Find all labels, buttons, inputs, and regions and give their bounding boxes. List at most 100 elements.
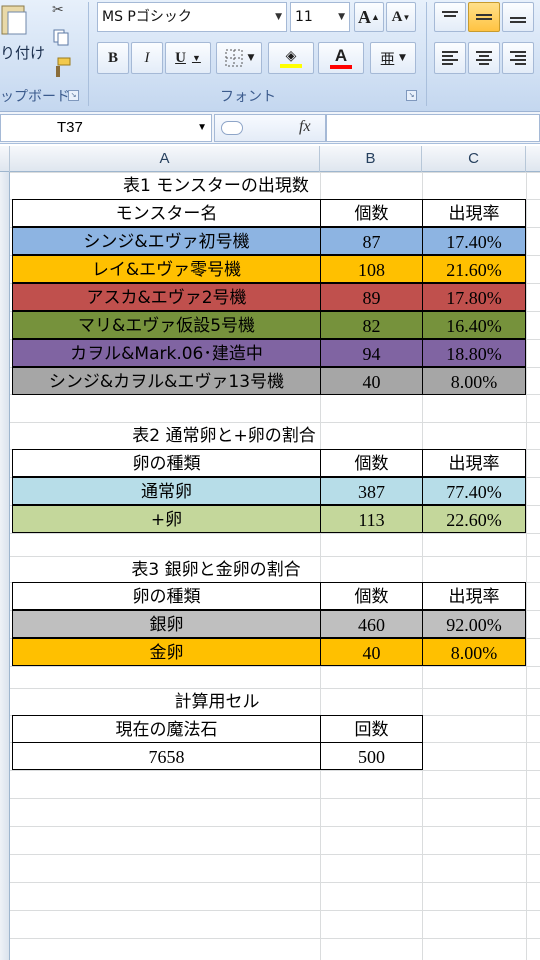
- paste-label[interactable]: り付け: [0, 44, 46, 62]
- align-center-icon: [476, 51, 492, 65]
- align-left-button[interactable]: [434, 42, 466, 74]
- align-center-button[interactable]: [468, 42, 500, 74]
- table1-cell-count[interactable]: 89: [320, 283, 423, 311]
- column-header-b[interactable]: B: [320, 146, 422, 172]
- phonetic-button[interactable]: 亜 ▼: [370, 42, 416, 74]
- table1-cell-count[interactable]: 40: [320, 367, 423, 395]
- row-headers[interactable]: [0, 172, 10, 960]
- expand-handle[interactable]: [221, 121, 243, 135]
- calc-header-times[interactable]: 回数: [320, 715, 423, 743]
- calc-title[interactable]: 計算用セル: [174, 692, 260, 712]
- clipboard-launcher-icon[interactable]: ↘: [68, 90, 79, 101]
- align-top-icon: [442, 11, 458, 17]
- font-name-value: MS Pゴシック: [102, 9, 192, 25]
- font-size-value: 11: [295, 9, 313, 25]
- insert-function-icon[interactable]: fx: [299, 118, 311, 135]
- table2-header-type[interactable]: 卵の種類: [12, 449, 321, 477]
- table1-cell-name[interactable]: アスカ&エヴァ2号機: [12, 283, 321, 311]
- gridline: [10, 910, 540, 911]
- font-launcher-icon[interactable]: ↘: [406, 90, 417, 101]
- table3-header-type[interactable]: 卵の種類: [12, 582, 321, 610]
- chevron-down-icon[interactable]: ▼: [275, 12, 282, 22]
- ribbon-divider: [88, 2, 89, 106]
- table3-header-count[interactable]: 個数: [320, 582, 423, 610]
- table1-cell-rate[interactable]: 18.80%: [422, 339, 526, 367]
- table2-title[interactable]: 表2 通常卵と+卵の割合: [132, 426, 316, 446]
- table3-header-rate[interactable]: 出現率: [422, 582, 526, 610]
- table2-cell-name[interactable]: 通常卵: [12, 477, 321, 505]
- font-name-combo[interactable]: MS Pゴシック ▼: [97, 2, 287, 32]
- column-header-a[interactable]: A: [10, 146, 320, 172]
- formula-input[interactable]: [326, 114, 540, 142]
- table3-cell-name[interactable]: 銀卵: [12, 610, 321, 638]
- copy-icon[interactable]: [52, 28, 70, 46]
- border-button[interactable]: ▼: [216, 42, 262, 74]
- column-header-c[interactable]: C: [422, 146, 526, 172]
- table1-header-rate[interactable]: 出現率: [422, 199, 526, 227]
- chevron-down-icon[interactable]: ▼: [338, 12, 345, 22]
- table2-cell-count[interactable]: 387: [320, 477, 423, 505]
- name-box[interactable]: T37 ▼: [0, 114, 212, 142]
- gridline: [320, 172, 321, 960]
- table1-cell-rate[interactable]: 17.40%: [422, 227, 526, 255]
- table2-cell-rate[interactable]: 22.60%: [422, 505, 526, 533]
- table3-cell-rate[interactable]: 8.00%: [422, 638, 526, 666]
- table1-header-count[interactable]: 個数: [320, 199, 423, 227]
- table1-cell-rate[interactable]: 17.80%: [422, 283, 526, 311]
- calc-value-times[interactable]: 500: [320, 742, 423, 770]
- paint-bucket-icon: ◈: [285, 48, 297, 64]
- calc-header-magic-stones[interactable]: 現在の魔法石: [12, 715, 321, 743]
- fill-color-button[interactable]: ◈: [268, 42, 314, 74]
- format-painter-icon[interactable]: [52, 56, 72, 78]
- align-bottom-button[interactable]: [502, 2, 534, 32]
- gridline: [10, 770, 540, 771]
- gridline: [10, 688, 540, 689]
- table1-cell-count[interactable]: 82: [320, 311, 423, 339]
- column-headers: A B C: [0, 146, 540, 172]
- table2-header-count[interactable]: 個数: [320, 449, 423, 477]
- align-right-button[interactable]: [502, 42, 534, 74]
- table2-header-rate[interactable]: 出現率: [422, 449, 526, 477]
- underline-button[interactable]: U ▼: [165, 42, 211, 74]
- cut-icon[interactable]: ✂: [52, 2, 64, 18]
- table3-title[interactable]: 表3 銀卵と金卵の割合: [131, 560, 301, 580]
- table1-header-name[interactable]: モンスター名: [12, 199, 321, 227]
- table1-cell-rate[interactable]: 16.40%: [422, 311, 526, 339]
- shrink-font-button[interactable]: A ▼: [386, 2, 416, 32]
- table1-cell-count[interactable]: 108: [320, 255, 423, 283]
- gridline: [10, 798, 540, 799]
- table1-cell-name[interactable]: マリ&エヴァ仮設5号機: [12, 311, 321, 339]
- select-all-corner[interactable]: [0, 146, 10, 172]
- align-left-icon: [442, 51, 458, 65]
- table1-cell-name[interactable]: カヲル&Mark.06･建造中: [12, 339, 321, 367]
- table1-cell-count[interactable]: 87: [320, 227, 423, 255]
- align-top-button[interactable]: [434, 2, 466, 32]
- table1-title[interactable]: 表1 モンスターの出現数: [123, 176, 309, 196]
- table2-cell-rate[interactable]: 77.40%: [422, 477, 526, 505]
- table3-cell-rate[interactable]: 92.00%: [422, 610, 526, 638]
- gridline: [10, 556, 540, 557]
- table1-cell-rate[interactable]: 8.00%: [422, 367, 526, 395]
- worksheet[interactable]: 表1 モンスターの出現数 モンスター名 個数 出現率 シンジ&エヴァ初号機 87 1…: [0, 172, 540, 960]
- table3-cell-count[interactable]: 40: [320, 638, 423, 666]
- font-color-button[interactable]: A: [318, 42, 364, 74]
- table1-cell-rate[interactable]: 21.60%: [422, 255, 526, 283]
- font-size-combo[interactable]: 11 ▼: [290, 2, 350, 32]
- table3-cell-count[interactable]: 460: [320, 610, 423, 638]
- gridline: [10, 854, 540, 855]
- align-middle-button[interactable]: [468, 2, 500, 32]
- table1-cell-name[interactable]: シンジ&カヲル&エヴァ13号機: [12, 367, 321, 395]
- bold-button[interactable]: B: [97, 42, 129, 74]
- table1-cell-name[interactable]: シンジ&エヴァ初号機: [12, 227, 321, 255]
- table2-cell-count[interactable]: 113: [320, 505, 423, 533]
- table3-cell-name[interactable]: 金卵: [12, 638, 321, 666]
- paste-icon[interactable]: [0, 2, 34, 36]
- table1-cell-name[interactable]: レイ&エヴァ零号機: [12, 255, 321, 283]
- grow-font-button[interactable]: A ▲: [354, 2, 384, 32]
- chevron-down-icon[interactable]: ▼: [197, 122, 207, 133]
- table1-cell-count[interactable]: 94: [320, 339, 423, 367]
- italic-button[interactable]: I: [131, 42, 163, 74]
- ribbon: り付け ✂ ップボード ↘ MS Pゴシック ▼ 11 ▼ A ▲ A ▼ B I …: [0, 0, 540, 112]
- calc-value-magic-stones[interactable]: 7658: [12, 742, 321, 770]
- table2-cell-name[interactable]: +卵: [12, 505, 321, 533]
